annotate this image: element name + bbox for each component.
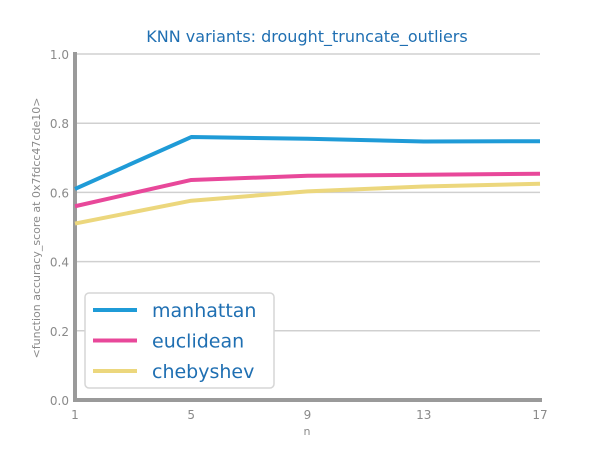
y-tick-label: 0.4 (50, 256, 69, 270)
legend-box (84, 292, 275, 389)
legend-label-manhattan: manhattan (152, 300, 256, 322)
x-tick-mark (73, 398, 77, 402)
x-tick-label: 9 (304, 408, 312, 422)
y-tick-label: 1.0 (50, 48, 69, 62)
x-tick-label: 5 (187, 408, 195, 422)
x-tick-mark (189, 398, 194, 402)
x-axis-label: n (304, 425, 311, 438)
series-line-manhattan (74, 135, 541, 191)
x-tick-mark (305, 398, 310, 402)
series-line-euclidean (74, 171, 541, 209)
series-lines (74, 135, 541, 226)
x-tick-label: 1 (71, 408, 79, 422)
x-tick-label: 13 (416, 408, 431, 422)
y-tick-label: 0.0 (50, 394, 69, 408)
y-ticks: 0.0 0.2 0.4 0.6 0.8 1.0 (50, 48, 69, 408)
legend-label-chebyshev: chebyshev (152, 361, 254, 383)
chart-title: KNN variants: drought_truncate_outliers (146, 27, 467, 47)
x-tick-label: 17 (532, 408, 547, 422)
legend-label-euclidean: euclidean (152, 331, 244, 353)
y-tick-label: 0.8 (50, 117, 69, 131)
y-tick-label: 0.6 (50, 186, 69, 200)
x-ticks: 1 5 9 13 17 (71, 398, 548, 422)
y-axis-label: <function accuracy_score at 0x7fdcc47cde… (30, 98, 43, 359)
x-tick-mark (421, 398, 426, 402)
y-tick-label: 0.2 (50, 325, 69, 339)
series-line-chebyshev (74, 181, 541, 226)
x-tick-mark (538, 398, 542, 402)
legend: manhattan euclidean chebyshev (84, 292, 275, 389)
